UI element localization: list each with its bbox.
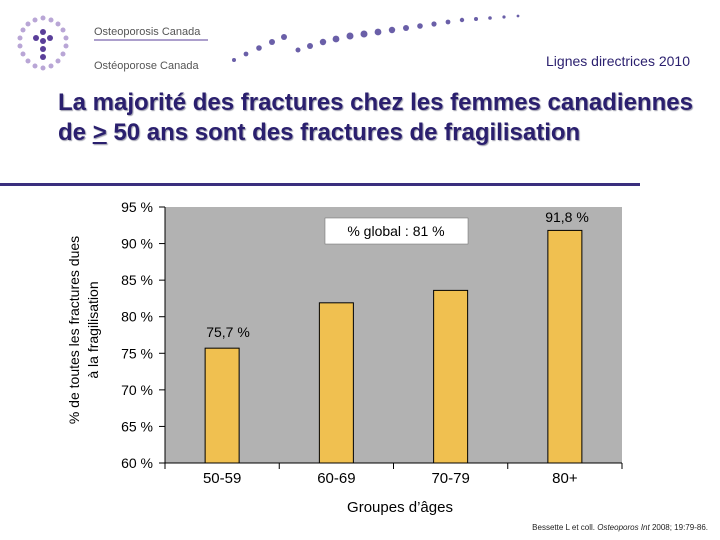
- global-annotation: % global : 81 %: [347, 223, 444, 239]
- bar-80+: [547, 229, 583, 464]
- y-tick-label: 95 %: [121, 199, 153, 215]
- bar-50-59: [204, 347, 240, 464]
- citation: Bessette L et coll. Osteoporos Int 2008;…: [532, 523, 708, 532]
- citation-authors: Bessette L et coll.: [532, 523, 598, 532]
- y-tick-label: 85 %: [121, 272, 153, 288]
- global-annotation-box: [324, 217, 469, 245]
- x-tick-label: 60-69: [317, 470, 355, 487]
- org-name-fr: Ostéoporose Canada: [94, 60, 199, 72]
- y-tick-label: 75 %: [121, 345, 153, 361]
- title-underline: [0, 183, 640, 186]
- x-tick-label: 80+: [552, 470, 578, 487]
- title-text-part2: 50 ans sont des fractures de fragilisati…: [106, 119, 581, 146]
- citation-journal: Osteoporos Int: [597, 523, 650, 532]
- bar-60-69: [318, 302, 354, 464]
- plot-area: [165, 207, 622, 463]
- y-axis-title-line1: % de toutes les fractures dues: [66, 236, 82, 424]
- guidelines-label: Lignes directrices 2010: [546, 53, 690, 69]
- y-axis-title-line2: à la fragilisation: [85, 281, 101, 378]
- y-tick-label: 70 %: [121, 382, 153, 398]
- y-tick-label: 80 %: [121, 309, 153, 325]
- title-symbol: >: [92, 119, 107, 146]
- osteoporosis-canada-logo: [17, 15, 287, 71]
- bar-chart: 95 % 90 % 85 % 80 % 75 % 70 % 65 % 60 % 50-59 60…: [66, 199, 623, 516]
- x-tick-label: 70-79: [431, 470, 469, 487]
- x-tick-label: 50-59: [203, 470, 241, 487]
- title-text-part1: La majorité des fractures chez les femme…: [58, 89, 693, 146]
- value-label-50-59: 75,7 %: [206, 324, 250, 340]
- bar-70-79: [433, 289, 469, 464]
- slide-title: La majorité des fractures chez les femme…: [58, 88, 698, 148]
- y-tick-label: 90 %: [121, 236, 153, 252]
- x-axis-title: Groupes d’âges: [347, 499, 453, 516]
- y-tick-label: 60 %: [121, 455, 153, 471]
- header-dots: [295, 14, 520, 53]
- value-label-80plus: 91,8 %: [545, 209, 589, 225]
- y-tick-label: 65 %: [121, 418, 153, 434]
- citation-rest: 2008; 19:79-86.: [649, 523, 708, 532]
- org-name-en: Osteoporosis Canada: [94, 26, 201, 38]
